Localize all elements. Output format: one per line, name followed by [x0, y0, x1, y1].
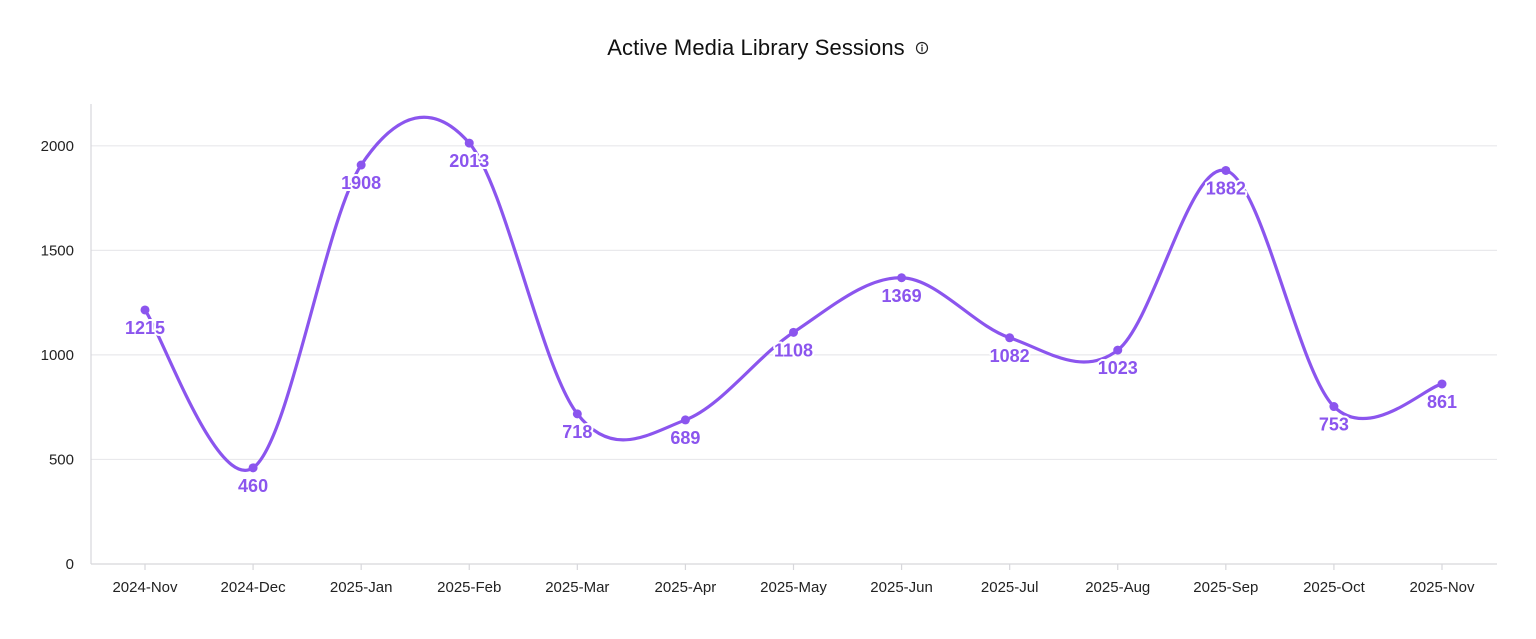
data-point[interactable]	[897, 273, 907, 283]
data-label: 1023	[1098, 358, 1138, 378]
y-tick-label: 2000	[41, 138, 74, 155]
data-label: 460	[238, 476, 268, 496]
data-label: 1882	[1206, 178, 1246, 198]
data-point[interactable]	[1113, 345, 1123, 355]
x-tick-label: 2025-Nov	[1409, 579, 1475, 596]
data-point[interactable]	[248, 463, 258, 473]
x-tick-label: 2025-Feb	[437, 579, 501, 596]
data-label: 1082	[990, 346, 1030, 366]
series-line-layer	[143, 115, 1444, 472]
x-tick-label: 2025-Sep	[1193, 579, 1258, 596]
data-label: 1215	[125, 318, 165, 338]
x-tick-label: 2025-Jun	[870, 579, 933, 596]
data-point[interactable]	[680, 415, 690, 425]
x-tick-label: 2025-Jan	[330, 579, 393, 596]
x-axis-ticks: 2024-Nov 2024-Dec 2025-Jan 2025-Feb 2025-Mar…	[112, 564, 1475, 596]
data-point[interactable]	[789, 327, 798, 337]
chart-title-row: Active Media Library Sessions	[0, 30, 1536, 66]
data-label: 1908	[341, 173, 381, 193]
data-point[interactable]	[464, 138, 474, 148]
x-tick-label: 2025-Apr	[655, 579, 717, 596]
data-label: 2013	[449, 151, 489, 171]
x-tick-label: 2024-Dec	[221, 579, 287, 596]
y-tick-label: 1000	[41, 347, 74, 364]
data-point[interactable]	[140, 305, 150, 315]
y-tick-label: 1500	[41, 242, 74, 259]
data-labels: 1215 460 1908 2013 718 689 1108 1369 1082 1023 188…	[123, 149, 1459, 498]
info-icon[interactable]	[915, 41, 929, 55]
grid-lines	[91, 145, 1497, 461]
data-label: 1369	[882, 286, 922, 306]
x-tick-label: 2025-Jul	[981, 579, 1039, 596]
x-tick-label: 2025-Oct	[1303, 579, 1366, 596]
data-label: 1108	[774, 340, 813, 360]
series-line	[143, 115, 1444, 472]
data-point[interactable]	[1221, 165, 1231, 175]
data-label: 689	[670, 428, 700, 448]
x-tick-label: 2025-May	[760, 579, 827, 596]
y-tick-label: 500	[49, 451, 74, 468]
y-tick-label: 0	[66, 556, 74, 573]
data-label: 753	[1319, 415, 1349, 435]
data-points	[140, 138, 1447, 473]
y-axis-ticks: 0 500 1000 1500 2000	[41, 138, 74, 573]
data-point[interactable]	[1437, 379, 1447, 389]
chart-title: Active Media Library Sessions	[607, 35, 905, 60]
data-point[interactable]	[1329, 402, 1339, 412]
data-label: 861	[1427, 392, 1457, 412]
x-tick-label: 2024-Nov	[112, 579, 178, 596]
data-label: 718	[562, 422, 592, 442]
x-tick-label: 2025-Aug	[1085, 579, 1150, 596]
data-point[interactable]	[1005, 333, 1015, 343]
data-point[interactable]	[356, 160, 366, 170]
x-tick-label: 2025-Mar	[545, 579, 609, 596]
data-point[interactable]	[572, 409, 582, 419]
